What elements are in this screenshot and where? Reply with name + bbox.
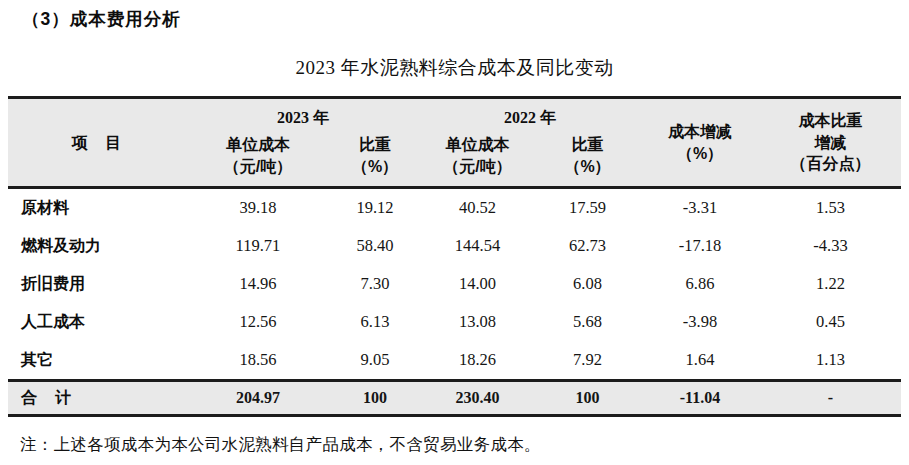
header-unit-cost-2023: 单位成本 （元/吨） (186, 129, 330, 186)
table-body: 原材料 39.18 19.12 40.52 17.59 -3.31 1.53 燃… (8, 189, 901, 379)
header-year-2023: 2023 年 (186, 99, 420, 129)
table-row-raw-materials: 原材料 39.18 19.12 40.52 17.59 -3.31 1.53 (8, 189, 901, 227)
header-ratio-change: 成本比重 增减 （百分点） (760, 99, 901, 186)
row-label: 折旧费用 (8, 274, 186, 295)
total-label: 合 计 (8, 388, 186, 409)
table-header-row: 项 目 2023 年 单位成本 （元/吨） 比重 （%） 2022 年 (8, 96, 901, 189)
document-page: （3）成本费用分析 2023 年水泥熟料综合成本及同比变动 项 目 2023 年… (0, 0, 909, 465)
header-year-2022: 2022 年 (420, 99, 640, 129)
section-heading: （3）成本费用分析 (22, 7, 181, 31)
cost-table: 项 目 2023 年 单位成本 （元/吨） 比重 （%） 2022 年 (8, 96, 901, 417)
table-footnote: 注：上述各项成本为本公司水泥熟料自产品成本，不含贸易业务成本。 (20, 434, 541, 456)
row-label: 原材料 (8, 198, 186, 219)
header-unit-cost-2022: 单位成本 （元/吨） (420, 129, 535, 186)
table-row-depreciation: 折旧费用 14.96 7.30 14.00 6.08 6.86 1.22 (8, 265, 901, 303)
header-group-2023: 2023 年 单位成本 （元/吨） 比重 （%） (186, 99, 420, 186)
header-ratio-2022: 比重 （%） (535, 129, 640, 186)
header-item: 项 目 (8, 99, 186, 186)
table-row-others: 其它 18.56 9.05 18.26 7.92 1.64 1.13 (8, 341, 901, 379)
header-ratio-2023: 比重 （%） (330, 129, 420, 186)
table-row-labor-cost: 人工成本 12.56 6.13 13.08 5.68 -3.98 0.45 (8, 303, 901, 341)
table-title: 2023 年水泥熟料综合成本及同比变动 (0, 55, 909, 81)
row-label: 人工成本 (8, 312, 186, 333)
table-row-fuel-power: 燃料及动力 119.71 58.40 144.54 62.73 -17.18 -… (8, 227, 901, 265)
header-group-2022: 2022 年 单位成本 （元/吨） 比重 （%） (420, 99, 640, 186)
table-row-total: 合 计 204.97 100 230.40 100 -11.04 - (8, 379, 901, 417)
header-cost-change: 成本增减 （%） (640, 99, 760, 186)
row-label: 燃料及动力 (8, 236, 186, 257)
row-label: 其它 (8, 350, 186, 371)
